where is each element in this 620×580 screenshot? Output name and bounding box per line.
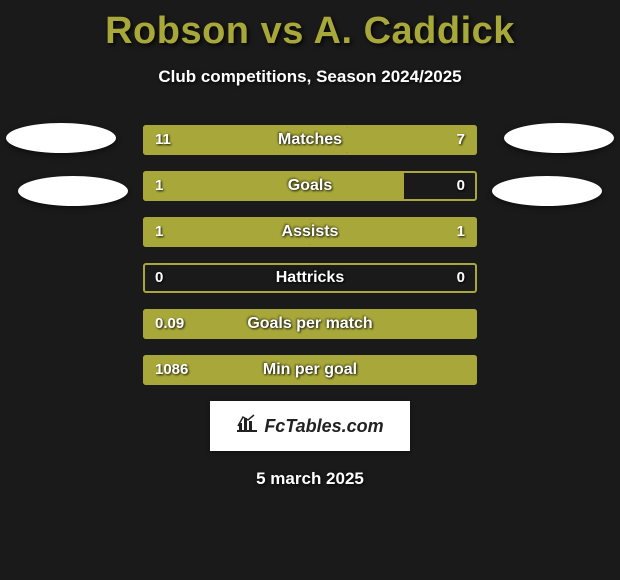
stat-value-right: 0 — [457, 171, 465, 201]
stat-row: 0Hattricks0 — [143, 263, 477, 293]
stat-label: Goals — [143, 171, 477, 201]
title-player-right: A. Caddick — [314, 10, 515, 52]
stat-label: Goals per match — [143, 309, 477, 339]
fctables-logo: FcTables.com — [210, 401, 410, 451]
stat-value-right: 7 — [457, 125, 465, 155]
chart-icon — [236, 414, 258, 438]
stat-label: Matches — [143, 125, 477, 155]
comparison-chart: 11Matches71Goals01Assists10Hattricks00.0… — [0, 125, 620, 385]
stat-row: 1Assists1 — [143, 217, 477, 247]
stat-value-right: 0 — [457, 263, 465, 293]
stat-label: Min per goal — [143, 355, 477, 385]
stat-row: 1086Min per goal — [143, 355, 477, 385]
stat-row: 11Matches7 — [143, 125, 477, 155]
logo-text: FcTables.com — [264, 416, 383, 437]
stat-label: Hattricks — [143, 263, 477, 293]
title-vs: vs — [261, 10, 304, 52]
stat-row: 0.09Goals per match — [143, 309, 477, 339]
page-title: Robson vs A. Caddick — [0, 0, 620, 53]
stat-label: Assists — [143, 217, 477, 247]
date-label: 5 march 2025 — [0, 469, 620, 489]
stat-value-right: 1 — [457, 217, 465, 247]
stat-row: 1Goals0 — [143, 171, 477, 201]
subtitle: Club competitions, Season 2024/2025 — [0, 67, 620, 87]
title-player-left: Robson — [105, 10, 249, 52]
